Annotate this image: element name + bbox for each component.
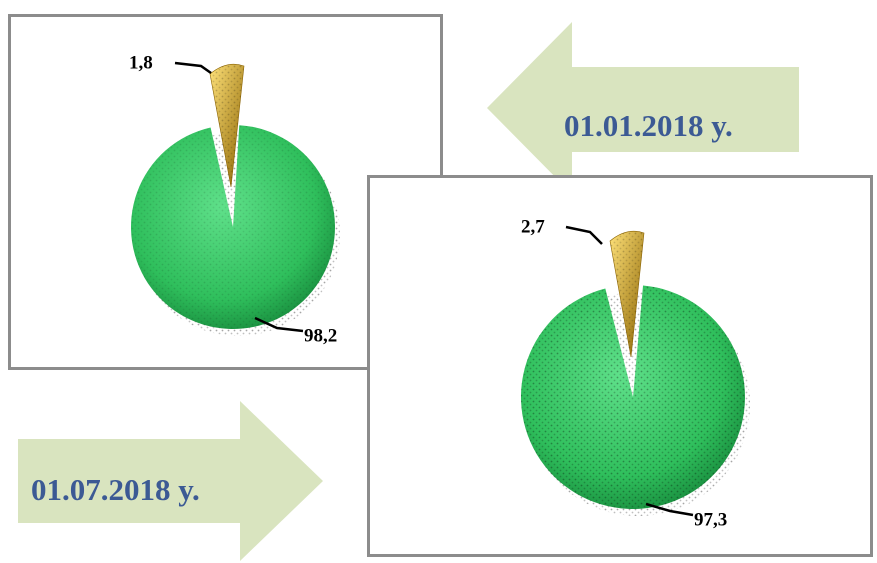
date-label-2018-07: 01.07.2018 y. [31,472,200,507]
pie-chart-2018-01: 1,8 98,2 [129,52,340,346]
pie-chart-2018-07: 2,7 97,3 [521,216,750,530]
leader-line-small [174,61,212,75]
leader-line-large [645,502,694,517]
data-label-small: 2,7 [521,216,545,237]
arrow-left-date-2018-01: 01.01.2018 y. [487,22,799,194]
leader-line-small [565,225,603,245]
date-label-2018-01: 01.01.2018 y. [564,108,733,143]
arrow-right-date-2018-07: 01.07.2018 y. [18,401,323,561]
data-label-small: 1,8 [129,52,153,73]
pie-chart-panel-2018-07: 2,7 97,3 [367,175,873,557]
leader-line-large [254,316,304,333]
arrow-right-icon [18,401,323,561]
arrow-left-icon [487,22,799,194]
data-label-large: 98,2 [304,325,337,346]
data-label-large: 97,3 [694,509,727,530]
